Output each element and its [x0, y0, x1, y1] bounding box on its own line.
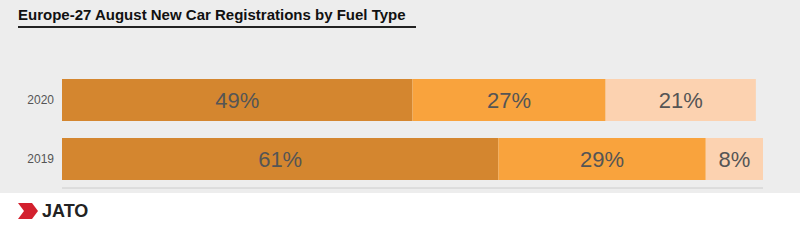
svg-text:2020: 2020 [27, 93, 54, 107]
html-text:JATO: JATO [42, 201, 89, 221]
svg-text:61%: 61% [258, 147, 302, 172]
svg-text:21%: 21% [659, 88, 703, 113]
svg-text:8%: 8% [718, 147, 750, 172]
html-text:Europe-27 August New Car Regis: Europe-27 August New Car Registrations b… [18, 6, 406, 23]
svg-text:27%: 27% [487, 88, 531, 113]
svg-text:29%: 29% [580, 147, 624, 172]
svg-text:49%: 49% [215, 88, 259, 113]
svg-text:2019: 2019 [27, 152, 54, 166]
